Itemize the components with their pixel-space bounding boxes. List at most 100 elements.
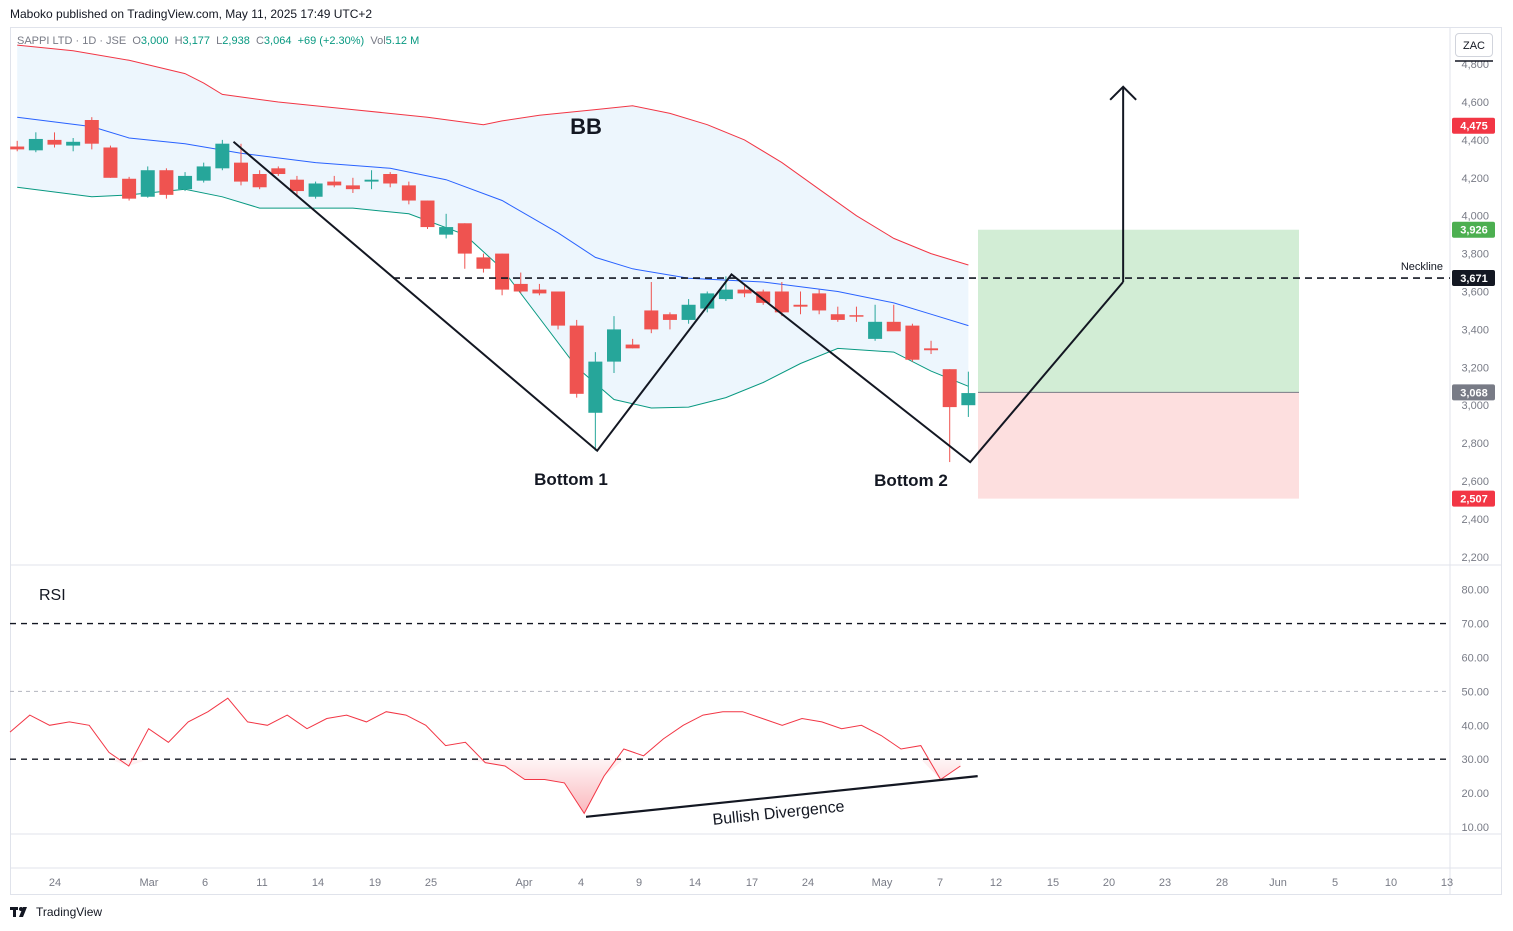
candle	[215, 139, 230, 171]
candle	[625, 338, 640, 349]
candle-body	[607, 329, 621, 362]
candle-body	[234, 162, 248, 182]
candle	[84, 117, 99, 150]
time-axis-tick: 14	[312, 877, 324, 889]
bullish-divergence-label: Bullish Divergence	[712, 798, 846, 829]
candle	[159, 168, 174, 199]
time-axis-tick: 17	[746, 877, 758, 889]
candle	[495, 253, 510, 296]
price-axis-tick: 2,800	[1461, 438, 1489, 450]
candle	[383, 172, 398, 188]
candle-body	[476, 257, 491, 269]
symbol-label[interactable]: SAPPI LTD · 1D · JSE	[17, 35, 127, 47]
price-axis-tick: 2,200	[1461, 552, 1489, 564]
time-axis-tick: 25	[425, 877, 437, 889]
time-axis-tick: 28	[1216, 877, 1228, 889]
candle	[140, 166, 155, 198]
candle	[868, 304, 883, 341]
candle-body	[47, 139, 62, 145]
candle	[700, 291, 715, 313]
price-axis-tick: 3,000	[1461, 400, 1489, 412]
candle	[551, 291, 566, 330]
candle	[774, 282, 789, 317]
candle-body	[196, 166, 211, 181]
target-zone	[978, 229, 1299, 393]
bollinger-upper-line	[17, 44, 969, 266]
price-label-box	[1452, 117, 1495, 134]
candle-body	[812, 293, 827, 311]
candle-body	[625, 344, 640, 349]
candle-body	[662, 314, 677, 320]
time-axis-tick: 14	[689, 877, 701, 889]
ohlc-legend: SAPPI LTD · 1D · JSE O3,000 H3,177 L2,93…	[17, 35, 419, 47]
price-label-text: 3,926	[1460, 225, 1488, 237]
candle	[905, 323, 920, 362]
candle	[178, 172, 193, 192]
double-bottom-pattern	[232, 141, 1124, 464]
candle	[961, 371, 976, 417]
candle	[793, 291, 808, 315]
price-label-box	[1452, 270, 1495, 287]
candle-body	[681, 304, 696, 320]
candle	[66, 138, 81, 152]
candle-body	[66, 141, 81, 146]
candle-body	[924, 348, 939, 351]
price-axis-tick: 2,400	[1461, 514, 1489, 526]
candle-body	[495, 253, 510, 290]
candle-body	[364, 179, 379, 182]
candle-body	[532, 289, 547, 294]
candle	[457, 223, 472, 269]
time-axis-tick: 12	[990, 877, 1002, 889]
price-axis-tick: 3,600	[1461, 287, 1489, 299]
candle-body	[345, 185, 360, 190]
price-axis-tick: 4,600	[1461, 97, 1489, 109]
candle	[513, 272, 528, 294]
candle	[196, 162, 211, 183]
candle-body	[383, 174, 398, 184]
price-axis-tick: 2,600	[1461, 476, 1489, 488]
candle-body	[942, 369, 957, 408]
rsi-axis-tick: 80.00	[1461, 585, 1489, 597]
rsi-line	[9, 697, 961, 815]
price-axis-tick: 3,200	[1461, 362, 1489, 374]
tradingview-logo-icon	[10, 907, 27, 917]
price-axis-tick: 4,400	[1461, 135, 1489, 147]
time-axis-tick: 4	[578, 877, 584, 889]
target-arrow-head	[1109, 85, 1137, 101]
price-label-text: 2,507	[1460, 494, 1488, 506]
price-label-text: 3,671	[1460, 273, 1488, 285]
candle-body	[308, 183, 323, 197]
bullish-divergence-line	[585, 775, 978, 818]
currency-button[interactable]: ZAC	[1455, 33, 1493, 57]
candle	[830, 306, 845, 322]
high-value: 3,177	[182, 35, 211, 47]
rsi-axis-tick: 40.00	[1461, 720, 1489, 732]
candle	[364, 170, 379, 190]
price-label-text: 3,068	[1460, 387, 1488, 399]
bollinger-basis-line	[17, 116, 969, 327]
rsi-title: RSI	[39, 587, 66, 604]
close-label: C	[255, 35, 264, 47]
candle-body	[569, 325, 584, 394]
candle-body	[178, 175, 193, 190]
candle	[532, 283, 547, 296]
candle-body	[644, 310, 659, 330]
candle-body	[551, 291, 566, 326]
time-axis-tick: 6	[202, 877, 208, 889]
candle-body	[271, 168, 286, 175]
candle	[308, 181, 323, 199]
candle	[252, 170, 267, 190]
candle	[681, 299, 696, 324]
time-axis-tick: Jun	[1269, 877, 1287, 889]
footer: TradingView	[10, 905, 102, 919]
time-axis-tick: 9	[636, 877, 642, 889]
time-axis-tick: May	[872, 877, 893, 889]
bollinger-band-fill	[17, 45, 969, 408]
neckline-label: Neckline	[1401, 261, 1443, 273]
low-value: 2,938	[222, 35, 250, 47]
candle	[812, 289, 827, 315]
candle-body	[401, 185, 416, 201]
open-label: O	[132, 35, 141, 47]
time-axis-tick: 10	[1385, 877, 1397, 889]
